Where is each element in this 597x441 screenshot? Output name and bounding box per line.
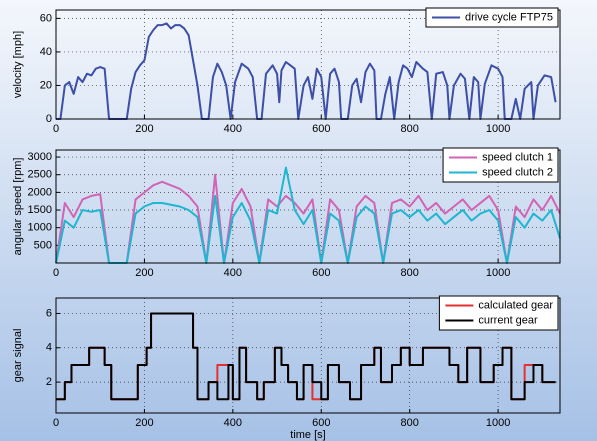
legend-label: speed clutch 1	[482, 151, 553, 163]
legend-box	[438, 295, 559, 331]
x-tick-label: 1000	[486, 267, 510, 279]
x-tick-label: 0	[53, 267, 59, 279]
y-tick-label: 3000	[28, 151, 52, 163]
axes-box	[55, 297, 561, 414]
x-tick-label: 800	[401, 417, 419, 429]
y-tick-label: 1000	[28, 222, 52, 234]
x-tick-label: 0	[53, 417, 59, 429]
x-tick-label: 600	[312, 123, 330, 135]
y-tick-label: 6	[46, 307, 52, 319]
x-tick-label: 800	[401, 267, 419, 279]
legend-box	[425, 7, 559, 28]
axes-box	[55, 149, 561, 264]
legend-box	[442, 147, 559, 183]
y-axis-label: gear signal	[12, 329, 24, 383]
x-tick-label: 800	[401, 123, 419, 135]
legend-label: current gear	[478, 314, 538, 326]
x-tick-label: 600	[312, 267, 330, 279]
y-tick-label: 2	[46, 376, 52, 388]
y-tick-label: 2000	[28, 186, 52, 198]
y-tick-label: 40	[40, 46, 52, 58]
y-tick-label: 60	[40, 12, 52, 24]
legend-label: calculated gear	[478, 299, 553, 311]
legend: drive cycle FTP75	[425, 7, 559, 28]
y-tick-label: 2500	[28, 169, 52, 181]
series-line	[56, 312, 556, 401]
series-line	[56, 22, 557, 120]
y-tick-label: 20	[40, 79, 52, 91]
x-tick-label: 400	[224, 417, 242, 429]
series-line	[55, 173, 561, 264]
x-tick-label: 200	[135, 123, 153, 135]
series-line	[55, 166, 561, 264]
y-axis-label: velocity [mph]	[12, 31, 24, 98]
legend-label: drive cycle FTP75	[465, 11, 553, 23]
legend: speed clutch 1 speed clutch 2	[442, 147, 559, 183]
y-tick-label: 4	[46, 342, 52, 354]
x-tick-label: 200	[135, 417, 153, 429]
y-tick-label: 0	[46, 113, 52, 125]
x-tick-label: 1000	[486, 123, 510, 135]
y-tick-label: 500	[34, 239, 52, 251]
x-tick-label: 600	[312, 417, 330, 429]
x-tick-label: 1000	[486, 417, 510, 429]
y-axis-label: angular speed [rpm]	[12, 158, 24, 256]
x-tick-label: 400	[224, 123, 242, 135]
x-tick-label: 0	[53, 123, 59, 135]
legend: calculated gear current gear	[438, 295, 559, 331]
axes-box	[55, 9, 561, 120]
legend-label: speed clutch 2	[482, 166, 553, 178]
x-axis-label: time [s]	[290, 429, 325, 441]
x-tick-label: 400	[224, 267, 242, 279]
x-tick-label: 200	[135, 267, 153, 279]
y-tick-label: 1500	[28, 204, 52, 216]
